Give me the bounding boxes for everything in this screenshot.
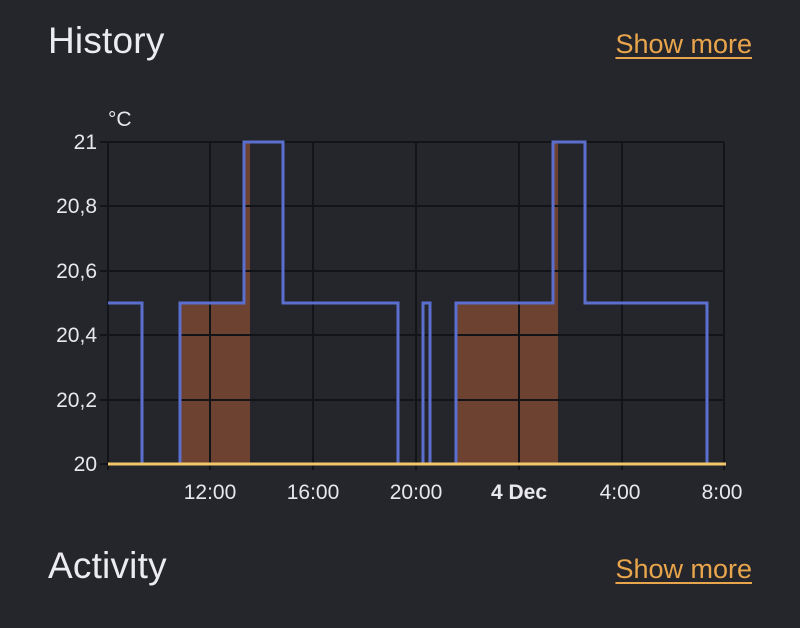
svg-text:20,4: 20,4 <box>56 324 97 347</box>
svg-text:4 Dec: 4 Dec <box>491 481 547 504</box>
svg-text:20:00: 20:00 <box>390 481 443 504</box>
history-header: History Show more <box>48 20 752 62</box>
heating-area-1 <box>180 303 250 464</box>
svg-text:12:00: 12:00 <box>184 481 237 504</box>
y-axis-unit: °C <box>108 108 132 131</box>
svg-text:21: 21 <box>74 131 97 154</box>
activity-title: Activity <box>48 545 167 586</box>
chart-grid <box>100 141 725 470</box>
svg-text:20,2: 20,2 <box>56 389 97 412</box>
activity-header: Activity Show more <box>48 545 752 587</box>
svg-text:8:00: 8:00 <box>702 481 743 504</box>
history-show-more-link[interactable]: Show more <box>615 29 752 59</box>
svg-text:16:00: 16:00 <box>287 481 340 504</box>
x-axis-ticks: 12:00 16:00 20:00 4 Dec 4:00 8:00 <box>184 481 743 504</box>
svg-text:20,6: 20,6 <box>56 260 97 283</box>
svg-text:4:00: 4:00 <box>600 481 641 504</box>
y-axis-ticks: 20 20,2 20,4 20,6 20,8 21 <box>56 131 97 476</box>
svg-text:20,8: 20,8 <box>56 195 97 218</box>
activity-show-more-link[interactable]: Show more <box>615 554 752 584</box>
heating-areas <box>180 142 558 464</box>
svg-text:20: 20 <box>74 453 97 476</box>
history-title: History <box>48 20 165 61</box>
heating-area-2 <box>456 303 558 464</box>
